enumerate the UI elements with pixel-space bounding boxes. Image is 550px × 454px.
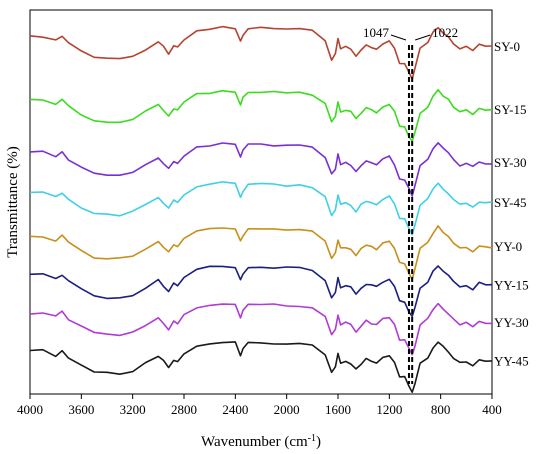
series-line-yy-45 bbox=[29, 341, 493, 393]
series-line-sy-45 bbox=[29, 181, 493, 236]
x-axis-title-main: Wavenumber (cm bbox=[201, 434, 308, 450]
series-line-sy-0 bbox=[29, 25, 493, 80]
x-tick-label: 800 bbox=[431, 402, 451, 417]
series-layer bbox=[29, 25, 493, 393]
marker-label-1047: 1047 bbox=[363, 25, 390, 40]
x-tick-label: 2800 bbox=[171, 402, 197, 417]
x-tick-label: 3200 bbox=[120, 402, 146, 417]
y-axis-title: Transmittance (%) bbox=[5, 146, 21, 258]
series-label-yy-0: YY-0 bbox=[494, 239, 522, 254]
x-axis-title: Wavenumber (cm-1) bbox=[201, 433, 321, 451]
marker-label-1022: 1022 bbox=[432, 25, 458, 40]
x-tick-label: 1200 bbox=[376, 402, 402, 417]
series-label-sy-30: SY-30 bbox=[494, 155, 527, 170]
series-line-yy-0 bbox=[29, 225, 493, 281]
series-line-sy-15 bbox=[29, 89, 493, 142]
marker-lines: 1047 1022 bbox=[363, 25, 458, 384]
series-label-sy-45: SY-45 bbox=[494, 195, 527, 210]
x-tick-label: 3600 bbox=[68, 402, 94, 417]
series-labels: SY-0 SY-15 SY-30 SY-45 YY-0 YY-15 YY-30 YY-45 bbox=[494, 39, 529, 368]
series-label-yy-15: YY-15 bbox=[494, 277, 529, 292]
x-axis-title-superscript: -1 bbox=[308, 433, 316, 444]
x-axis-ticks: 4000 3600 3200 2800 2400 2000 1600 1200 800 400 bbox=[17, 394, 502, 417]
x-tick-label: 1600 bbox=[325, 402, 351, 417]
x-tick-label: 400 bbox=[482, 402, 502, 417]
x-tick-label: 4000 bbox=[17, 402, 43, 417]
series-line-yy-15 bbox=[29, 265, 493, 318]
series-line-yy-30 bbox=[29, 302, 493, 356]
series-line-sy-30 bbox=[29, 142, 493, 197]
series-label-sy-0: SY-0 bbox=[494, 39, 520, 54]
x-tick-label: 2000 bbox=[274, 402, 300, 417]
marker-arrow-1047 bbox=[390, 34, 407, 41]
x-tick-label: 2400 bbox=[222, 402, 248, 417]
x-axis-title-tail: ) bbox=[316, 434, 321, 450]
series-label-sy-15: SY-15 bbox=[494, 102, 527, 117]
series-label-yy-30: YY-30 bbox=[494, 315, 529, 330]
series-label-yy-45: YY-45 bbox=[494, 353, 529, 368]
marker-arrow-1022 bbox=[415, 34, 431, 41]
